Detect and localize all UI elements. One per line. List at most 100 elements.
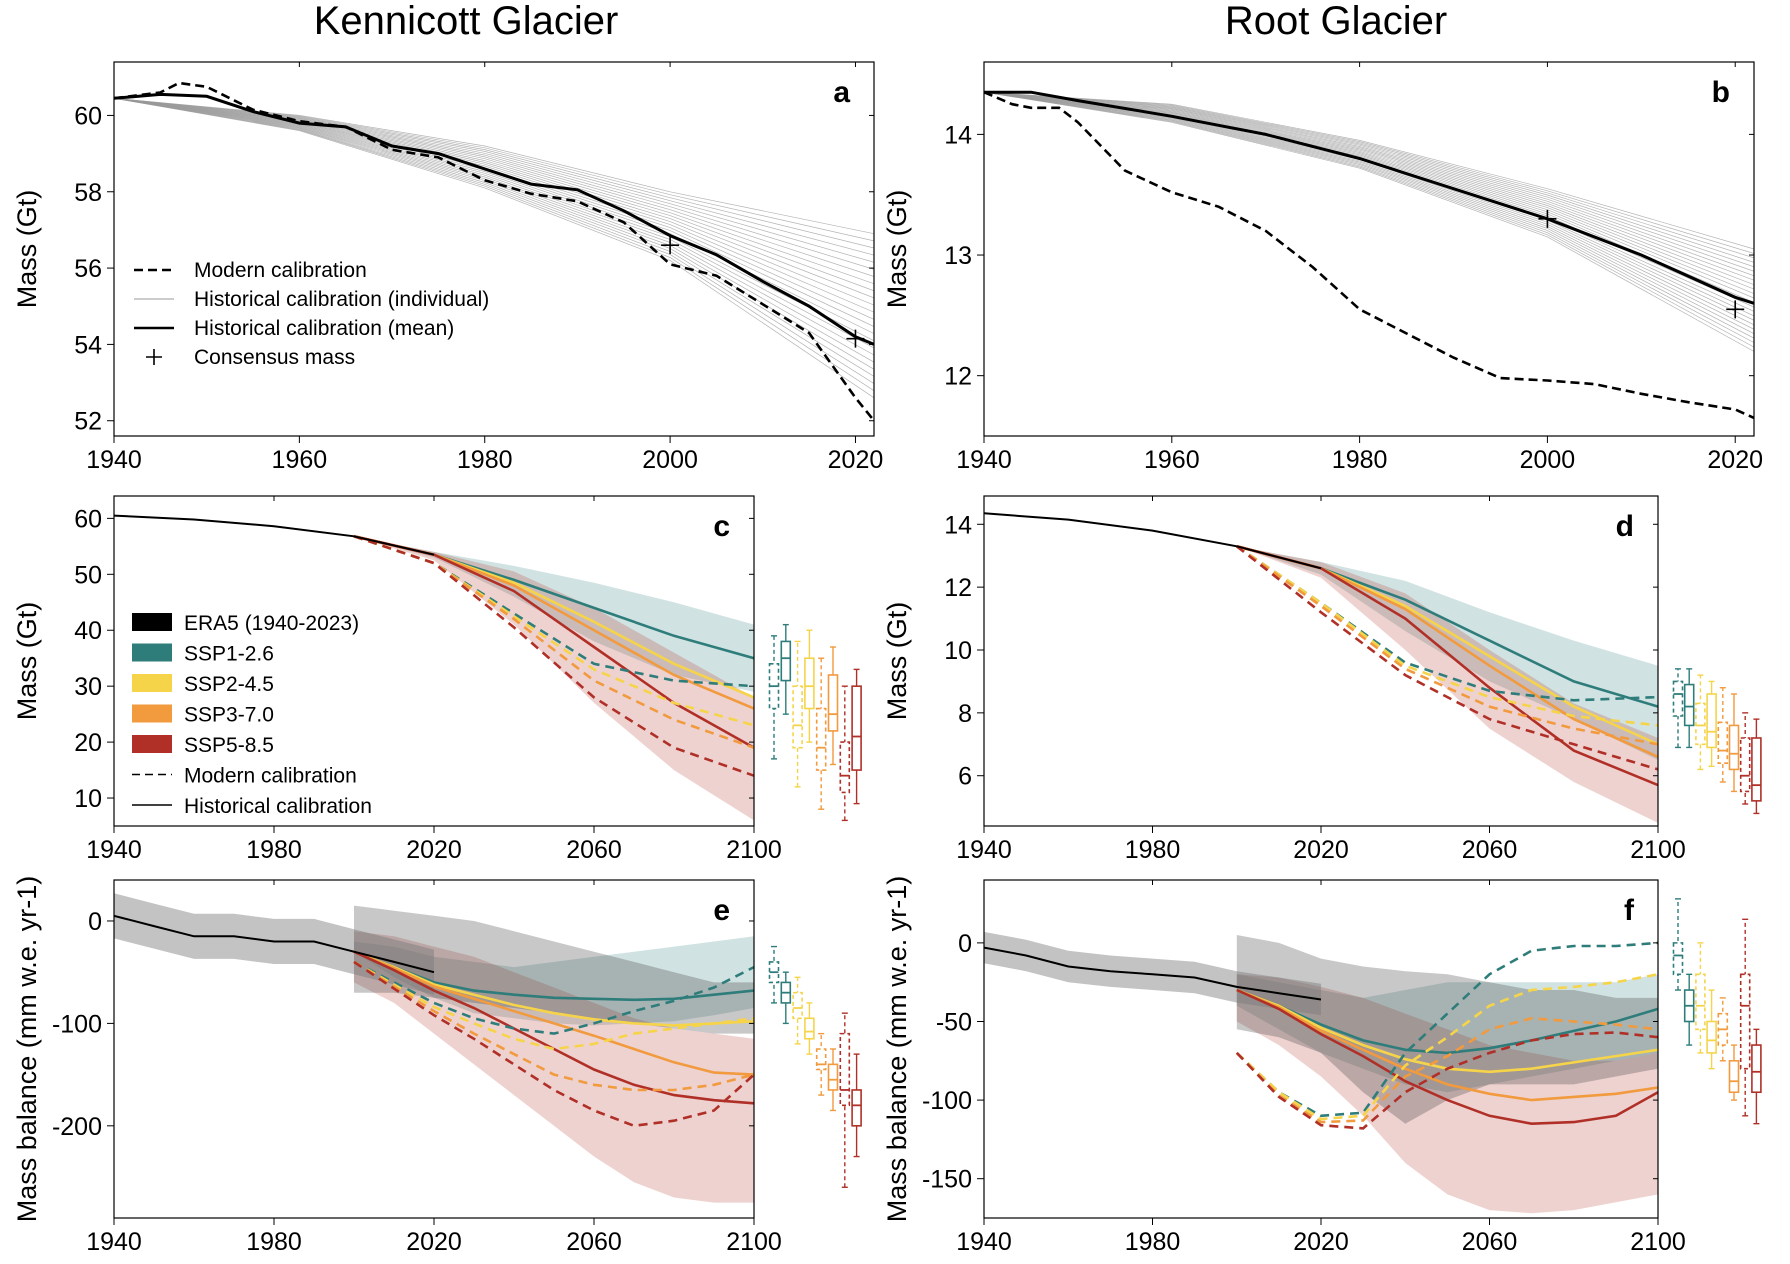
y-tick-label: 54 (74, 331, 102, 359)
uncertainty-band (1236, 546, 1658, 823)
modern-projection-line (353, 535, 754, 727)
y-tick-label: 56 (74, 255, 102, 283)
historical-projection-line (1236, 988, 1658, 1126)
panel-c: 1940 1980 2020 2060 2100 10 20 30 40 50 60 c Mass (G… (12, 495, 862, 864)
historical-projection-line (353, 950, 754, 1105)
legend-swatch (132, 704, 172, 723)
y-axis-label: Mass (Gt) (882, 602, 912, 721)
legend-label: Historical calibration (184, 795, 372, 818)
box-iqr (780, 640, 792, 682)
individual-run-line (114, 97, 874, 235)
era5-band (114, 893, 434, 995)
y-tick-label: -100 (922, 1087, 972, 1115)
y-tick-label: 30 (74, 673, 102, 701)
modern-projection-line (353, 960, 754, 1051)
box-iqr (804, 1017, 815, 1040)
legend-label: SSP1-2.6 (184, 643, 274, 666)
panel-f: 1940 1980 2020 2060 2100 0 -50 -100 -150 f Mass ba… (882, 876, 1762, 1256)
axes-frame (113, 61, 875, 437)
y-tick-label: 0 (88, 908, 102, 936)
individual-run-line (114, 97, 874, 285)
box-iqr (839, 1032, 851, 1107)
modern-projection-line (1235, 545, 1658, 771)
x-tick-label: 2100 (726, 1228, 782, 1256)
individual-run-line (984, 91, 1754, 294)
y-axis-label: Mass (Gt) (882, 190, 912, 309)
individual-run-line (114, 97, 874, 249)
individual-run-line (114, 97, 874, 320)
individual-run-line (114, 97, 874, 306)
consensus-mass-marker (1726, 300, 1745, 319)
legend-label: Modern calibration (194, 259, 367, 282)
individual-run-line (984, 91, 1754, 299)
x-tick-label: 2000 (642, 446, 698, 474)
x-tick-label: 1980 (246, 836, 302, 864)
uncertainty-band (1236, 935, 1658, 1124)
individual-run-line (114, 97, 874, 377)
y-tick-label: 58 (74, 179, 102, 207)
era5-line (114, 914, 435, 974)
individual-run-line (984, 91, 1754, 335)
plot-area (114, 81, 874, 422)
individual-run-line (114, 97, 874, 256)
uncertainty-band (1236, 974, 1658, 1214)
x-tick-label: 1940 (86, 836, 142, 864)
panel-d: 1940 1980 2020 2060 2100 6 8 10 12 14 d Mass (Gt) (882, 495, 1762, 864)
title-kennicott: Kennicott Glacier (314, 0, 619, 43)
modern-projection-line (1235, 941, 1658, 1118)
x-tick-label: 2100 (726, 836, 782, 864)
historical-projection-line (1236, 988, 1658, 1055)
x-tick-label: 2020 (828, 446, 884, 474)
consensus-mass-marker (1538, 209, 1557, 228)
box-iqr (839, 741, 851, 794)
plot-area (984, 90, 1754, 420)
x-tick-label: 2020 (406, 1228, 462, 1256)
x-tick-label: 1940 (956, 446, 1012, 474)
modern-projection-line (353, 960, 754, 1128)
modern-projection-line (1235, 1031, 1658, 1130)
x-tick-label: 1980 (1125, 836, 1181, 864)
y-tick-label: 6 (958, 763, 972, 791)
legend-swatch (132, 643, 172, 662)
y-tick-label: 10 (74, 785, 102, 813)
x-tick-label: 2020 (406, 836, 462, 864)
individual-run-line (114, 97, 874, 399)
box-iqr (804, 657, 815, 710)
box-iqr (1683, 683, 1695, 727)
y-tick-label: -200 (52, 1113, 102, 1141)
y-tick-label: 52 (74, 408, 102, 436)
y-tick-label: 14 (944, 121, 972, 149)
individual-run-line (114, 97, 874, 292)
uncertainty-band (354, 905, 754, 1034)
individual-run-line (114, 97, 874, 313)
box-iqr (1728, 1059, 1740, 1094)
legend-label: Historical calibration (individual) (194, 288, 489, 311)
individual-run-line (114, 97, 874, 263)
individual-run-line (984, 91, 1754, 330)
panel-letter: e (713, 894, 730, 927)
x-tick-label: 1940 (86, 1228, 142, 1256)
historical-projection-line (353, 950, 754, 1076)
plot-area (984, 512, 1658, 823)
legend-label: SSP3-7.0 (184, 704, 274, 727)
legend-label: ERA5 (1940-2023) (184, 612, 359, 635)
x-tick-label: 1980 (1332, 446, 1388, 474)
historical-mean-line (984, 90, 1754, 305)
x-tick-label: 1960 (272, 446, 328, 474)
historical-mean-line (114, 92, 874, 346)
box-iqr (1739, 973, 1751, 1070)
x-tick-label: 2000 (1520, 446, 1576, 474)
individual-run-line (114, 97, 874, 391)
box-iqr (1695, 702, 1706, 746)
y-tick-label: 40 (74, 617, 102, 645)
individual-run-line (114, 97, 874, 299)
panel-letter: c (713, 510, 730, 543)
consensus-mass-marker (661, 236, 680, 255)
modern-calibration-line (984, 91, 1754, 420)
box-iqr (792, 991, 803, 1020)
individual-run-line (984, 91, 1754, 326)
individual-run-line (114, 97, 874, 363)
x-tick-label: 2020 (1293, 836, 1349, 864)
legend-label: Consensus mass (194, 346, 355, 369)
individual-run-line (984, 91, 1754, 272)
